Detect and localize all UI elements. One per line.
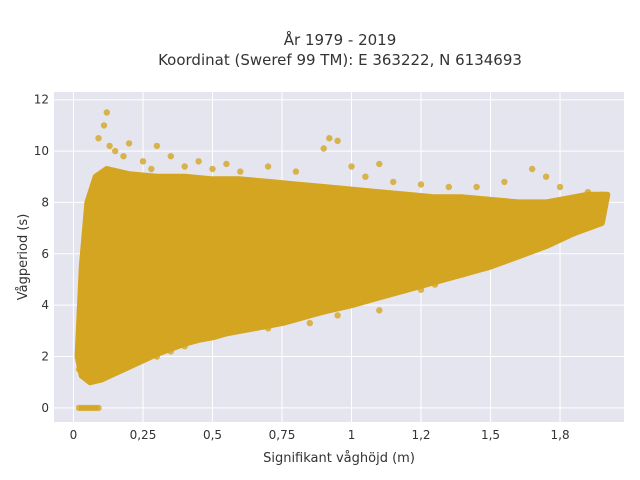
scatter-point bbox=[209, 165, 216, 173]
scatter-point bbox=[181, 163, 188, 170]
scatter-point bbox=[334, 312, 341, 319]
scatter-point bbox=[223, 160, 230, 168]
scatter-point bbox=[195, 158, 202, 165]
scatter-point bbox=[86, 199, 94, 206]
scatter-point bbox=[112, 147, 119, 155]
x-tick-label: 0,25 bbox=[130, 428, 157, 442]
x-tick-label: 0 bbox=[70, 428, 78, 442]
scatter-point bbox=[125, 361, 133, 368]
chart-title-line-2: Koordinat (Sweref 99 TM): E 363222, N 61… bbox=[158, 51, 522, 69]
scatter-point bbox=[417, 286, 425, 293]
y-tick-label: 10 bbox=[34, 144, 49, 158]
scatter-point bbox=[593, 219, 600, 227]
scatter-point bbox=[139, 158, 147, 165]
scatter-point bbox=[376, 307, 383, 314]
scatter-point bbox=[98, 371, 105, 378]
scatter-point bbox=[292, 168, 300, 175]
scatter-point bbox=[125, 140, 133, 147]
scatter-point bbox=[264, 325, 272, 332]
x-tick-label: 0,75 bbox=[269, 428, 296, 442]
scatter-point bbox=[570, 230, 578, 237]
y-tick-label: 6 bbox=[41, 247, 49, 261]
chart-title-line-1: År 1979 - 2019 bbox=[284, 30, 397, 49]
scatter-point bbox=[326, 135, 333, 142]
scatter-point bbox=[264, 163, 272, 170]
scatter-point bbox=[306, 319, 313, 327]
tick-labels: 0 0,25 0,5 0,75 1 1,2 1,5 1,8 0 2 4 6 8 10 12 bbox=[34, 93, 570, 442]
scatter-point bbox=[445, 183, 452, 191]
scatter-point bbox=[95, 404, 102, 412]
scatter-point bbox=[584, 189, 592, 196]
x-tick-label: 1 bbox=[348, 428, 356, 442]
scatter-point bbox=[417, 181, 425, 188]
x-axis-title: Signifikant våghöjd (m) bbox=[263, 451, 415, 466]
y-tick-label: 4 bbox=[41, 298, 49, 312]
scatter-point bbox=[515, 250, 522, 257]
scatter-point bbox=[223, 314, 230, 322]
scatter-point bbox=[153, 142, 161, 150]
scatter-point bbox=[148, 165, 155, 173]
scatter-point bbox=[376, 160, 383, 168]
scatter-point bbox=[501, 178, 508, 186]
scatter-point bbox=[95, 135, 102, 142]
scatter-point bbox=[167, 153, 174, 160]
scatter-point bbox=[320, 145, 327, 152]
scatter-point bbox=[598, 191, 605, 198]
scatter-point bbox=[431, 281, 439, 288]
scatter-point bbox=[153, 353, 161, 360]
scatter-point bbox=[542, 173, 550, 180]
x-tick-label: 1,5 bbox=[481, 428, 500, 442]
scatter-point bbox=[459, 271, 466, 278]
scatter-point bbox=[167, 348, 174, 355]
x-tick-label: 1,8 bbox=[551, 428, 570, 442]
scatter-point bbox=[237, 309, 244, 317]
scatter-point bbox=[81, 322, 88, 329]
scatter-point bbox=[473, 183, 480, 191]
scatter-point bbox=[556, 183, 564, 191]
scatter-point bbox=[251, 319, 258, 327]
scatter-point bbox=[390, 178, 397, 186]
scatter-point bbox=[86, 373, 94, 381]
y-tick-label: 8 bbox=[41, 195, 49, 209]
scatter-point bbox=[84, 237, 91, 245]
y-axis-title: Vågperiod (s) bbox=[16, 214, 31, 301]
scatter-point bbox=[348, 163, 355, 170]
scatter-point bbox=[334, 137, 341, 144]
scatter-point bbox=[120, 153, 127, 160]
scatter-point bbox=[529, 165, 536, 173]
y-tick-label: 12 bbox=[34, 93, 49, 107]
scatter-point bbox=[92, 376, 99, 383]
scatter-point bbox=[362, 173, 369, 180]
scatter-point bbox=[542, 240, 550, 247]
scatter-point bbox=[103, 109, 111, 116]
scatter-point bbox=[100, 122, 108, 129]
x-tick-label: 1,2 bbox=[411, 428, 430, 442]
scatter-point bbox=[181, 343, 188, 350]
scatter-point bbox=[487, 260, 494, 268]
data-points bbox=[74, 109, 611, 412]
scatter-point bbox=[237, 168, 244, 175]
scatter-point bbox=[106, 142, 113, 150]
scatter-point bbox=[78, 345, 86, 352]
scatter-point bbox=[75, 366, 83, 373]
dense-point-cloud bbox=[74, 166, 611, 386]
y-tick-label: 2 bbox=[41, 350, 49, 364]
x-tick-label: 0,5 bbox=[203, 428, 222, 442]
y-tick-label: 0 bbox=[41, 401, 49, 415]
